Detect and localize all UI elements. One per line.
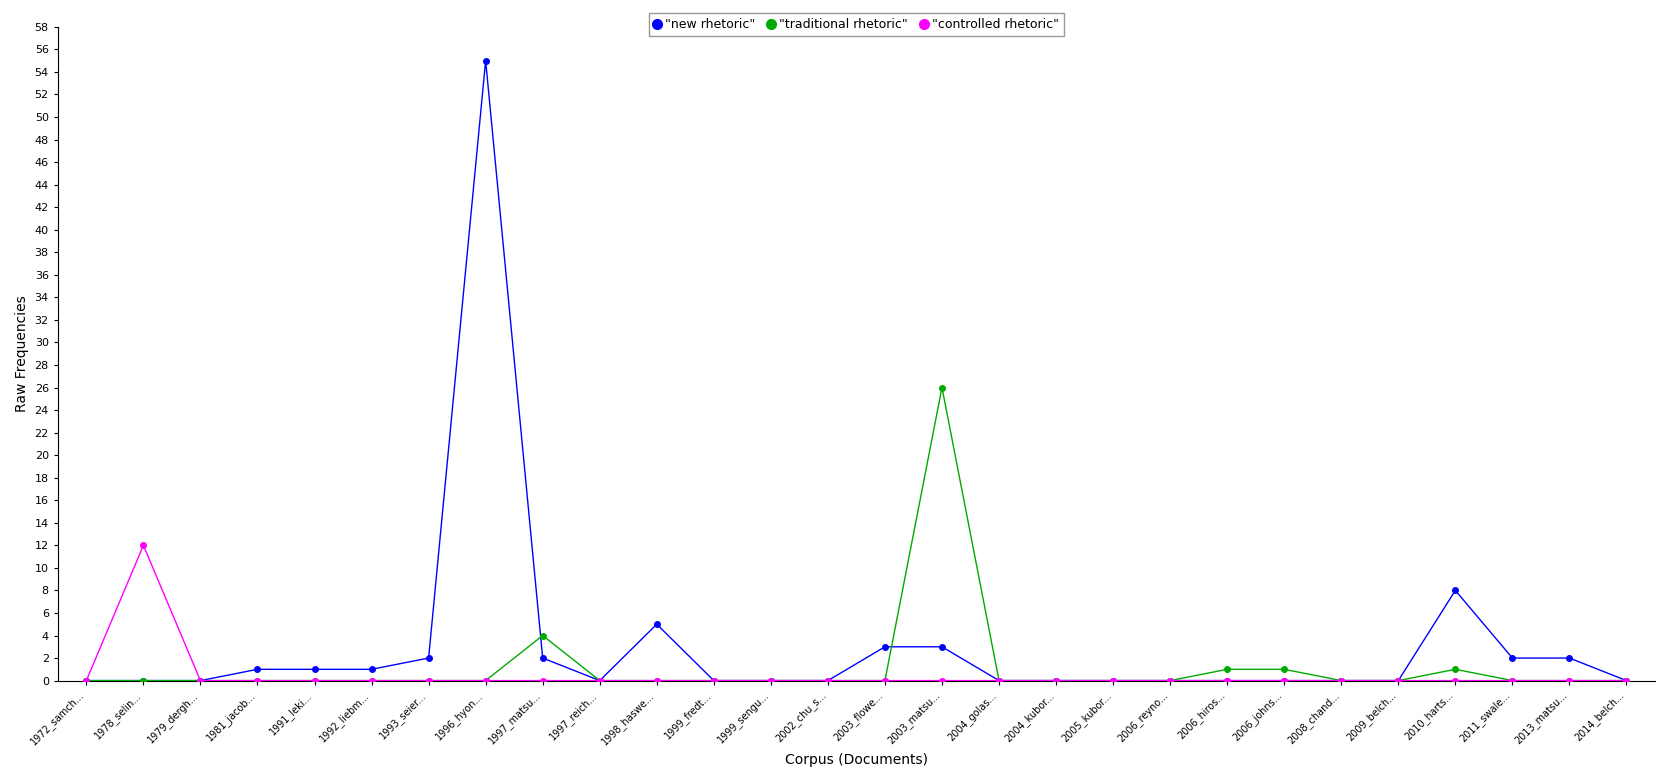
"traditional rhetoric" — [818, 676, 838, 685]
"traditional rhetoric" — [476, 676, 496, 685]
"controlled rhetoric" — [1503, 676, 1523, 685]
"controlled rhetoric" — [1388, 676, 1408, 685]
"new rhetoric" — [361, 665, 381, 674]
"new rhetoric" — [818, 676, 838, 685]
"controlled rhetoric" — [1617, 676, 1637, 685]
"traditional rhetoric" — [590, 676, 610, 685]
"new rhetoric" — [1217, 676, 1237, 685]
"traditional rhetoric" — [1503, 676, 1523, 685]
"controlled rhetoric" — [818, 676, 838, 685]
"traditional rhetoric" — [1617, 676, 1637, 685]
"traditional rhetoric" — [1388, 676, 1408, 685]
X-axis label: Corpus (Documents): Corpus (Documents) — [785, 753, 929, 767]
"new rhetoric" — [646, 619, 666, 629]
"new rhetoric" — [1274, 676, 1294, 685]
"traditional rhetoric" — [247, 676, 267, 685]
"controlled rhetoric" — [1161, 676, 1181, 685]
"traditional rhetoric" — [1217, 665, 1237, 674]
"controlled rhetoric" — [304, 676, 324, 685]
"controlled rhetoric" — [1104, 676, 1124, 685]
"traditional rhetoric" — [361, 676, 381, 685]
"new rhetoric" — [989, 676, 1009, 685]
"controlled rhetoric" — [134, 540, 154, 550]
"controlled rhetoric" — [190, 676, 210, 685]
"new rhetoric" — [134, 676, 154, 685]
"traditional rhetoric" — [1045, 676, 1065, 685]
"traditional rhetoric" — [1104, 676, 1124, 685]
"new rhetoric" — [875, 642, 895, 651]
"new rhetoric" — [1445, 586, 1465, 595]
"new rhetoric" — [1104, 676, 1124, 685]
"traditional rhetoric" — [533, 631, 553, 640]
"traditional rhetoric" — [875, 676, 895, 685]
"controlled rhetoric" — [875, 676, 895, 685]
"new rhetoric" — [247, 665, 267, 674]
"traditional rhetoric" — [77, 676, 97, 685]
"new rhetoric" — [1503, 653, 1523, 662]
"new rhetoric" — [77, 676, 97, 685]
Line: "new rhetoric": "new rhetoric" — [84, 58, 1630, 683]
Legend: "new rhetoric", "traditional rhetoric", "controlled rhetoric": "new rhetoric", "traditional rhetoric", … — [650, 13, 1064, 37]
"new rhetoric" — [1617, 676, 1637, 685]
"new rhetoric" — [932, 642, 952, 651]
"controlled rhetoric" — [703, 676, 723, 685]
"controlled rhetoric" — [1045, 676, 1065, 685]
"traditional rhetoric" — [190, 676, 210, 685]
"controlled rhetoric" — [646, 676, 666, 685]
"controlled rhetoric" — [361, 676, 381, 685]
"new rhetoric" — [304, 665, 324, 674]
"traditional rhetoric" — [304, 676, 324, 685]
"traditional rhetoric" — [1274, 665, 1294, 674]
"new rhetoric" — [703, 676, 723, 685]
"controlled rhetoric" — [1331, 676, 1351, 685]
"controlled rhetoric" — [419, 676, 439, 685]
"traditional rhetoric" — [646, 676, 666, 685]
"traditional rhetoric" — [1445, 665, 1465, 674]
"controlled rhetoric" — [247, 676, 267, 685]
Line: "controlled rhetoric": "controlled rhetoric" — [84, 543, 1630, 683]
"new rhetoric" — [762, 676, 782, 685]
"controlled rhetoric" — [1560, 676, 1580, 685]
"traditional rhetoric" — [1161, 676, 1181, 685]
"controlled rhetoric" — [476, 676, 496, 685]
"controlled rhetoric" — [1217, 676, 1237, 685]
"controlled rhetoric" — [1445, 676, 1465, 685]
"traditional rhetoric" — [989, 676, 1009, 685]
"controlled rhetoric" — [533, 676, 553, 685]
"controlled rhetoric" — [590, 676, 610, 685]
"controlled rhetoric" — [1274, 676, 1294, 685]
"new rhetoric" — [1161, 676, 1181, 685]
"traditional rhetoric" — [932, 383, 952, 393]
"new rhetoric" — [533, 653, 553, 662]
Line: "traditional rhetoric": "traditional rhetoric" — [84, 385, 1630, 683]
"traditional rhetoric" — [762, 676, 782, 685]
"new rhetoric" — [590, 676, 610, 685]
"controlled rhetoric" — [762, 676, 782, 685]
"new rhetoric" — [419, 653, 439, 662]
"traditional rhetoric" — [1560, 676, 1580, 685]
"new rhetoric" — [1560, 653, 1580, 662]
"new rhetoric" — [1331, 676, 1351, 685]
"controlled rhetoric" — [77, 676, 97, 685]
"new rhetoric" — [1388, 676, 1408, 685]
"new rhetoric" — [1045, 676, 1065, 685]
"controlled rhetoric" — [989, 676, 1009, 685]
Y-axis label: Raw Frequencies: Raw Frequencies — [15, 296, 28, 412]
"traditional rhetoric" — [419, 676, 439, 685]
"traditional rhetoric" — [134, 676, 154, 685]
"new rhetoric" — [476, 56, 496, 66]
"traditional rhetoric" — [703, 676, 723, 685]
"traditional rhetoric" — [1331, 676, 1351, 685]
"new rhetoric" — [190, 676, 210, 685]
"controlled rhetoric" — [932, 676, 952, 685]
